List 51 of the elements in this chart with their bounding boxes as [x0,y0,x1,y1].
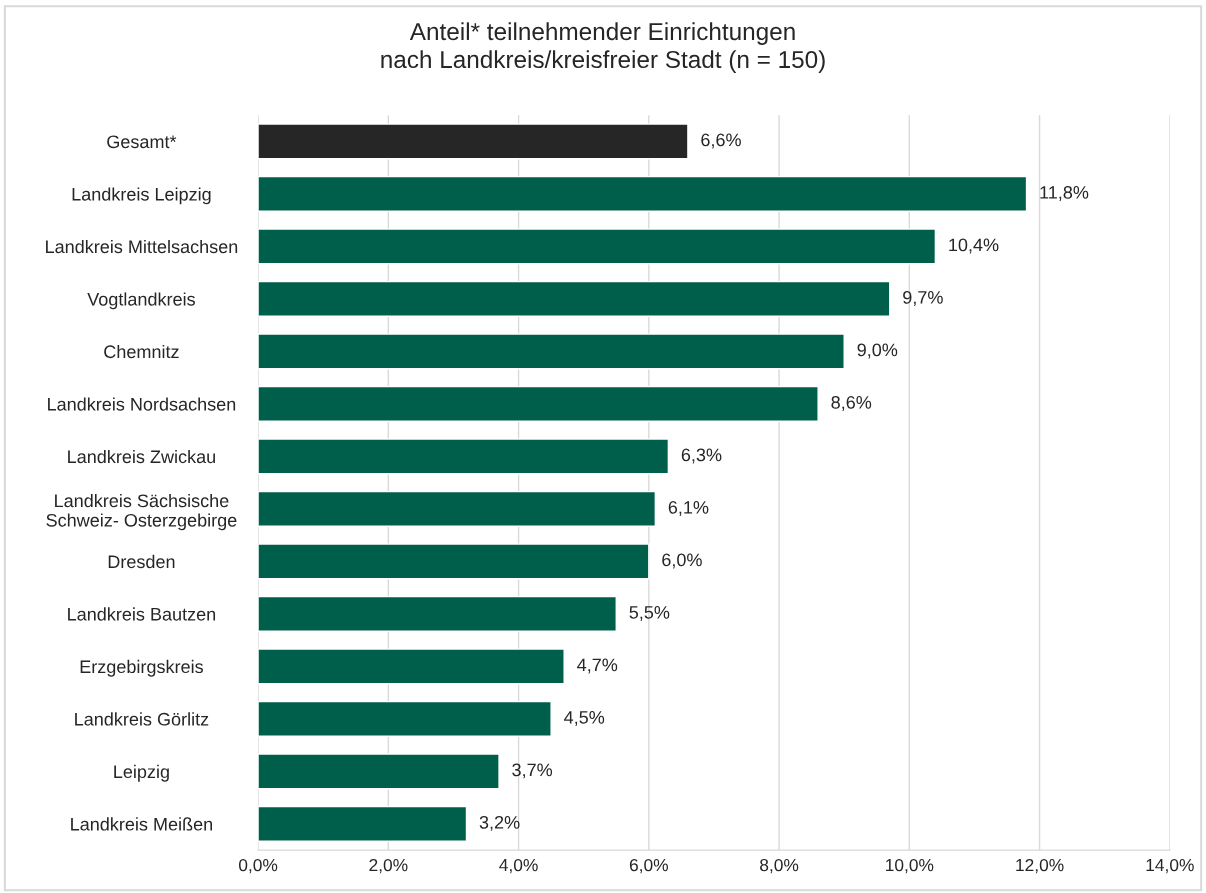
data-label: 6,1% [668,500,709,516]
y-tick-label: Landkreis Mittelsachsen [46,239,238,254]
bar [258,123,689,160]
x-tick-label: 0,0% [238,858,278,874]
x-tick-label: 6,0% [629,858,668,874]
chart-title: Anteil* teilnehmender Einrichtungen nach Landkreis/kreisfreier Stadt (n = 150) [381,22,825,73]
bar [258,175,1028,212]
data-label: 9,7% [903,290,943,306]
x-tick-label: 12,0% [1016,858,1064,874]
bar [258,280,891,317]
x-tick-label: 8,0% [760,858,799,874]
y-tick-label: Landkreis Nordsachsen [48,397,236,411]
data-label: 6,3% [681,448,722,464]
data-label: 6,0% [662,553,702,569]
x-tick-label: 4,0% [499,858,538,874]
y-tick-label: Landkreis Bautzen [68,607,216,621]
y-tick-label: Landkreis Sächsische Schweiz- Osterzgebirge [46,493,237,531]
bar [258,700,552,737]
bar [258,228,937,265]
bar [258,648,565,685]
data-label: 9,0% [857,343,898,359]
bar [258,333,845,370]
data-label: 3,7% [512,763,553,779]
data-label: 11,8% [1040,186,1089,201]
y-tick-label: Landkreis Meißen [71,817,213,831]
x-tick-label: 10,0% [886,858,934,874]
y-tick-label: Chemnitz [104,344,179,359]
y-tick-label: Landkreis Zwickau [68,449,215,464]
data-label: 5,5% [629,606,670,621]
data-label: 8,6% [831,395,872,411]
data-label: 6,6% [701,133,741,149]
y-tick-label: Gesamt* [107,135,177,149]
y-tick-label: Erzgebirgskreis [80,659,203,677]
bar [258,385,819,422]
x-tick-label: 2,0% [369,858,408,874]
bar [258,490,657,527]
data-label: 3,2% [479,815,520,831]
y-tick-label: Landkreis Görlitz [75,712,209,726]
bar [258,438,670,475]
bar [258,543,650,580]
y-tick-label: Landkreis Leipzig [72,187,211,205]
data-label: 4,5% [564,711,605,726]
y-tick-label: Dresden [108,554,175,569]
x-tick-label: 14,0% [1146,858,1194,874]
bar [258,595,617,632]
bar [258,753,500,790]
y-tick-label: Leipzig [114,764,169,782]
data-label: 10,4% [949,238,999,254]
y-tick-label: Vogtlandkreis [87,292,195,310]
data-label: 4,7% [577,658,618,674]
bar [258,805,468,842]
